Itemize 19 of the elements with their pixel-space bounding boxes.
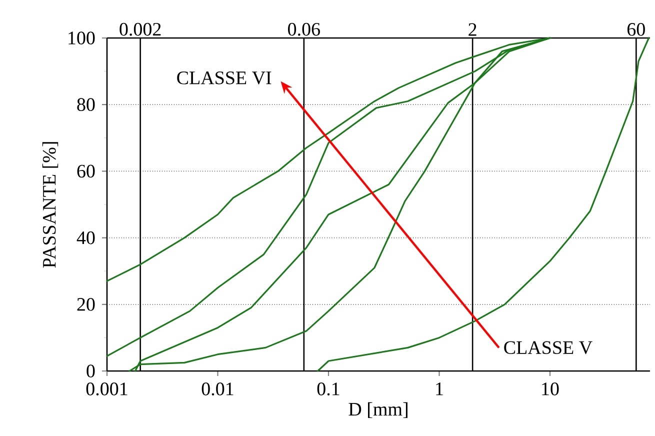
- ref-line-label: 60: [627, 22, 645, 36]
- ref-line-label: 0.002: [120, 22, 161, 36]
- y-tick-label: 80: [77, 98, 95, 112]
- y-tick-label: 40: [76, 231, 95, 244]
- y-tick-label: 100: [68, 32, 95, 44]
- x-tick-label: 0.001: [86, 382, 128, 396]
- annotation: CLASSE VI: [177, 72, 272, 84]
- annotation: CLASSE V: [504, 341, 592, 354]
- ref-line-label: 2: [468, 23, 476, 36]
- y-axis-title: PASSANTE [%]: [42, 142, 58, 268]
- x-tick-label: 1: [436, 382, 443, 396]
- y-tick-label: 60: [77, 164, 95, 178]
- x-tick-label: 0.1: [317, 382, 340, 396]
- x-tick-label: 0.01: [202, 382, 234, 396]
- y-tick-label: 0: [86, 364, 95, 378]
- ref-line-label: 0.06: [288, 22, 320, 36]
- y-tick-label: 20: [77, 298, 95, 311]
- x-axis-title: D [mm]: [348, 402, 408, 418]
- x-tick-label: 10: [542, 382, 559, 396]
